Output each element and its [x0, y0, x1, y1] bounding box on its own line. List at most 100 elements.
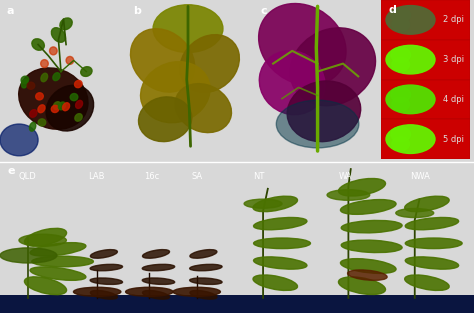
Ellipse shape: [341, 220, 402, 233]
Ellipse shape: [259, 3, 346, 85]
Ellipse shape: [30, 110, 37, 117]
Ellipse shape: [75, 114, 82, 121]
Ellipse shape: [141, 62, 210, 123]
Ellipse shape: [70, 94, 78, 101]
Ellipse shape: [90, 264, 123, 271]
Ellipse shape: [386, 85, 435, 114]
Text: NWA: NWA: [410, 172, 430, 181]
Ellipse shape: [142, 278, 175, 285]
Ellipse shape: [392, 58, 410, 71]
Ellipse shape: [347, 270, 387, 280]
Text: 3 dpi: 3 dpi: [444, 55, 465, 64]
Ellipse shape: [25, 277, 66, 295]
Ellipse shape: [143, 290, 170, 299]
Ellipse shape: [18, 68, 88, 129]
Ellipse shape: [29, 122, 36, 131]
Ellipse shape: [392, 97, 410, 111]
Ellipse shape: [253, 196, 298, 212]
Ellipse shape: [386, 6, 435, 34]
Ellipse shape: [60, 18, 72, 30]
Text: LAB: LAB: [88, 172, 104, 181]
Bar: [381, 119, 470, 159]
Text: 16c: 16c: [145, 172, 160, 181]
Ellipse shape: [30, 267, 86, 280]
Text: b: b: [133, 6, 141, 16]
Ellipse shape: [405, 275, 449, 290]
Text: WA: WA: [339, 172, 352, 181]
Ellipse shape: [405, 238, 462, 249]
Text: a: a: [6, 6, 14, 16]
Ellipse shape: [327, 190, 370, 200]
Ellipse shape: [153, 5, 223, 53]
Ellipse shape: [254, 238, 310, 249]
Ellipse shape: [142, 264, 175, 271]
Ellipse shape: [50, 47, 57, 55]
Bar: [381, 0, 470, 40]
Text: 2 dpi: 2 dpi: [444, 15, 465, 24]
Ellipse shape: [27, 82, 35, 89]
Bar: [381, 40, 470, 80]
Text: QLD: QLD: [19, 172, 36, 181]
Ellipse shape: [53, 73, 60, 81]
Ellipse shape: [46, 85, 94, 131]
Ellipse shape: [254, 257, 307, 269]
Text: c: c: [260, 6, 267, 16]
Ellipse shape: [51, 28, 65, 42]
Ellipse shape: [405, 196, 449, 212]
Ellipse shape: [25, 228, 66, 246]
Ellipse shape: [19, 234, 66, 246]
Ellipse shape: [126, 287, 173, 296]
Text: 5 dpi: 5 dpi: [444, 135, 465, 144]
Ellipse shape: [91, 249, 118, 258]
Text: SA: SA: [192, 172, 203, 181]
Ellipse shape: [190, 249, 217, 258]
Ellipse shape: [259, 51, 325, 115]
Ellipse shape: [74, 80, 82, 88]
Ellipse shape: [391, 87, 410, 102]
Ellipse shape: [405, 218, 459, 230]
Ellipse shape: [290, 28, 375, 106]
Ellipse shape: [138, 97, 192, 141]
Ellipse shape: [391, 127, 410, 142]
Ellipse shape: [130, 29, 195, 92]
Ellipse shape: [75, 100, 82, 108]
Ellipse shape: [66, 56, 73, 64]
Ellipse shape: [58, 102, 65, 110]
Ellipse shape: [90, 278, 123, 285]
Ellipse shape: [253, 275, 298, 290]
Ellipse shape: [73, 287, 121, 296]
Ellipse shape: [21, 76, 28, 83]
Ellipse shape: [244, 199, 282, 208]
Ellipse shape: [391, 47, 410, 62]
Ellipse shape: [143, 249, 170, 258]
Ellipse shape: [30, 243, 86, 256]
Text: NT: NT: [254, 172, 265, 181]
Text: e: e: [7, 166, 15, 176]
Ellipse shape: [32, 39, 45, 50]
Ellipse shape: [391, 8, 410, 23]
Ellipse shape: [180, 35, 239, 93]
Ellipse shape: [190, 278, 222, 285]
Text: d: d: [388, 5, 396, 15]
Ellipse shape: [287, 81, 361, 142]
Bar: [381, 80, 470, 119]
Ellipse shape: [405, 257, 459, 269]
Ellipse shape: [0, 248, 57, 263]
Ellipse shape: [0, 124, 38, 156]
Ellipse shape: [340, 200, 396, 214]
Ellipse shape: [81, 67, 92, 76]
Ellipse shape: [386, 125, 435, 153]
Ellipse shape: [396, 208, 434, 218]
Ellipse shape: [51, 105, 59, 113]
Ellipse shape: [36, 93, 43, 100]
Ellipse shape: [190, 264, 222, 271]
Ellipse shape: [341, 240, 402, 253]
Ellipse shape: [254, 218, 307, 230]
Ellipse shape: [91, 290, 118, 299]
Ellipse shape: [41, 60, 48, 68]
Bar: [0, 295, 474, 313]
Ellipse shape: [173, 287, 220, 296]
Ellipse shape: [32, 256, 93, 267]
Ellipse shape: [38, 105, 45, 113]
Ellipse shape: [63, 103, 70, 111]
